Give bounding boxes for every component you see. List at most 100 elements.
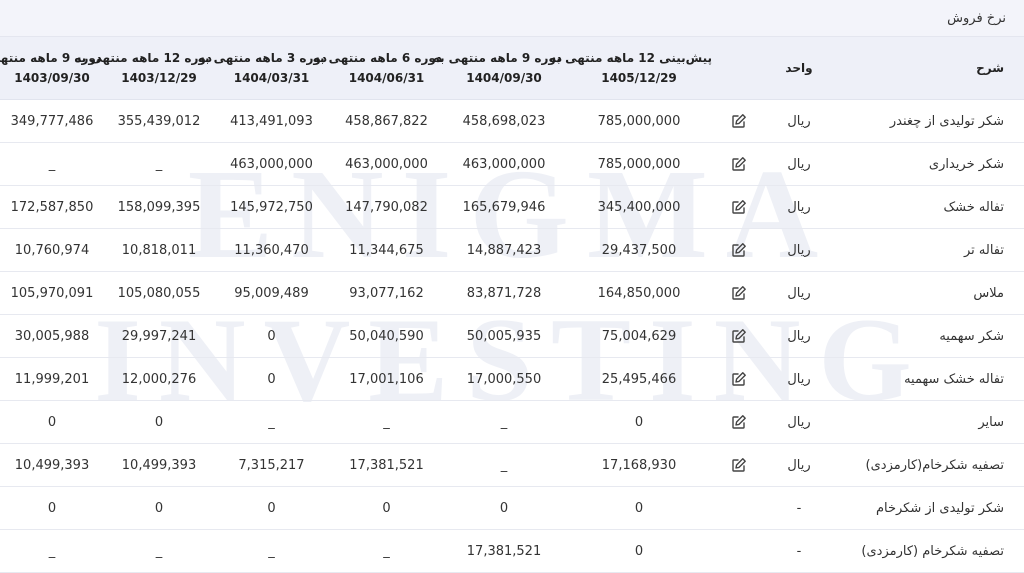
row-value-cell: 105,970,091: [0, 271, 104, 315]
table-header-row: شرح واحد پیش‌بینی 12 ماهه منتهی به 1405/…: [0, 37, 1024, 100]
table-body: شکر تولیدی از چغندر ریال 785,000,000 458,69…: [0, 99, 1024, 573]
header-period-9m-1404: دوره 9 ماهه منتهی به 1404/09/30: [433, 37, 564, 100]
row-value-cell: 0: [104, 400, 214, 444]
row-value-cell: 29,437,500: [564, 228, 714, 272]
row-value-cell: 11,360,470: [214, 228, 329, 272]
row-value-cell: _: [329, 529, 444, 573]
row-value-cell: _: [0, 529, 104, 573]
row-value-cell: 105,080,055: [104, 271, 214, 315]
row-value-cell: _: [444, 400, 564, 444]
row-value-cell: _: [214, 400, 329, 444]
row-value-cell: 95,009,489: [214, 271, 329, 315]
edit-pencil-icon[interactable]: [731, 285, 747, 301]
edit-pencil-icon[interactable]: [731, 457, 747, 473]
table-row: شکر خریداری ریال 785,000,000 463,000,000 463…: [0, 142, 1024, 186]
row-edit-cell: [714, 99, 764, 143]
row-value-cell: _: [104, 529, 214, 573]
row-value-cell: 0: [564, 400, 714, 444]
row-unit: ریال: [764, 357, 834, 401]
row-value-cell: 29,997,241: [104, 314, 214, 358]
row-edit-cell: [714, 357, 764, 401]
edit-pencil-icon[interactable]: [731, 414, 747, 430]
row-value-cell: 7,315,217: [214, 443, 329, 487]
row-value-cell: 0: [0, 486, 104, 530]
row-description: شکر تولیدی از چغندر: [834, 99, 1024, 143]
header-forecast-12m: پیش‌بینی 12 ماهه منتهی به 1405/12/29: [549, 37, 714, 100]
row-value-cell: 10,499,393: [104, 443, 214, 487]
edit-pencil-icon[interactable]: [731, 156, 747, 172]
row-value-cell: _: [104, 142, 214, 186]
row-value-cell: 14,887,423: [444, 228, 564, 272]
row-unit: ریال: [764, 400, 834, 444]
row-value-cell: 0: [444, 486, 564, 530]
row-value-cell: 413,491,093: [214, 99, 329, 143]
row-value-cell: 463,000,000: [444, 142, 564, 186]
header-edit: [714, 37, 764, 100]
row-value-cell: _: [0, 142, 104, 186]
table-row: تفاله خشک سهمیه ریال 25,495,466 17,000,550 1…: [0, 357, 1024, 401]
row-value-cell: 0: [0, 400, 104, 444]
edit-pencil-icon[interactable]: [731, 113, 747, 129]
header-description: شرح: [834, 37, 1024, 100]
row-value-cell: 17,381,521: [444, 529, 564, 573]
row-unit: ریال: [764, 443, 834, 487]
edit-pencil-icon[interactable]: [731, 242, 747, 258]
row-description: تفاله خشک: [834, 185, 1024, 229]
row-edit-cell: [714, 271, 764, 315]
row-value-cell: 17,000,550: [444, 357, 564, 401]
row-value-cell: 12,000,276: [104, 357, 214, 401]
row-value-cell: _: [444, 443, 564, 487]
row-edit-cell: [714, 314, 764, 358]
row-value-cell: 10,760,974: [0, 228, 104, 272]
table-row: شکر تولیدی از شکرخام -0 0 0 0 0 0: [0, 486, 1024, 530]
row-value-cell: 158,099,395: [104, 185, 214, 229]
header-unit: واحد: [764, 37, 834, 100]
edit-pencil-icon[interactable]: [731, 199, 747, 215]
row-value-cell: 10,499,393: [0, 443, 104, 487]
row-value-cell: 17,001,106: [329, 357, 444, 401]
row-description: شکر تولیدی از شکرخام: [834, 486, 1024, 530]
row-value-cell: _: [329, 400, 444, 444]
row-edit-cell: [714, 228, 764, 272]
header-period-3m-1404: دوره 3 ماهه منتهی به 1404/03/31: [198, 37, 329, 100]
table-row: شکر سهمیه ریال 75,004,629 50,005,935 50,040,…: [0, 314, 1024, 358]
row-value-cell: 0: [564, 529, 714, 573]
panel-header: نرخ فروش: [0, 0, 1024, 37]
row-unit: ریال: [764, 142, 834, 186]
row-value-cell: 345,400,000: [564, 185, 714, 229]
row-value-cell: 11,344,675: [329, 228, 444, 272]
row-value-cell: 463,000,000: [329, 142, 444, 186]
row-unit: ریال: [764, 185, 834, 229]
edit-pencil-icon[interactable]: [731, 371, 747, 387]
row-value-cell: 50,005,935: [444, 314, 564, 358]
row-description: شکر سهمیه: [834, 314, 1024, 358]
sales-rate-table: شرح واحد پیش‌بینی 12 ماهه منتهی به 1405/…: [0, 37, 1024, 573]
row-edit-cell: [714, 486, 764, 530]
row-value-cell: 165,679,946: [444, 185, 564, 229]
row-value-cell: 10,818,011: [104, 228, 214, 272]
panel-title: نرخ فروش: [947, 10, 1006, 26]
header-period-6m-1404: دوره 6 ماهه منتهی به 1404/06/31: [313, 37, 444, 100]
row-description: شکر خریداری: [834, 142, 1024, 186]
row-unit: ریال: [764, 314, 834, 358]
row-value-cell: 50,040,590: [329, 314, 444, 358]
row-value-cell: 0: [214, 357, 329, 401]
header-period-9m-1403: دوره 9 ماهه منتهی به 1403/09/30: [0, 37, 104, 100]
row-value-cell: 0: [214, 486, 329, 530]
row-value-cell: 349,777,486: [0, 99, 104, 143]
table-row: سایر ریال 0 _ _ _ 0 0: [0, 400, 1024, 444]
row-edit-cell: [714, 185, 764, 229]
row-description: سایر: [834, 400, 1024, 444]
row-value-cell: 17,381,521: [329, 443, 444, 487]
row-unit: -: [764, 529, 834, 573]
row-edit-cell: [714, 142, 764, 186]
row-value-cell: 0: [214, 314, 329, 358]
row-description: تفاله خشک سهمیه: [834, 357, 1024, 401]
table-row: ملاس ریال 164,850,000 83,871,728 93,077,162 9…: [0, 271, 1024, 315]
row-value-cell: 458,698,023: [444, 99, 564, 143]
row-value-cell: 25,495,466: [564, 357, 714, 401]
row-description: تصفیه شکرخام(کارمزدی): [834, 443, 1024, 487]
row-value-cell: 164,850,000: [564, 271, 714, 315]
edit-pencil-icon[interactable]: [731, 328, 747, 344]
